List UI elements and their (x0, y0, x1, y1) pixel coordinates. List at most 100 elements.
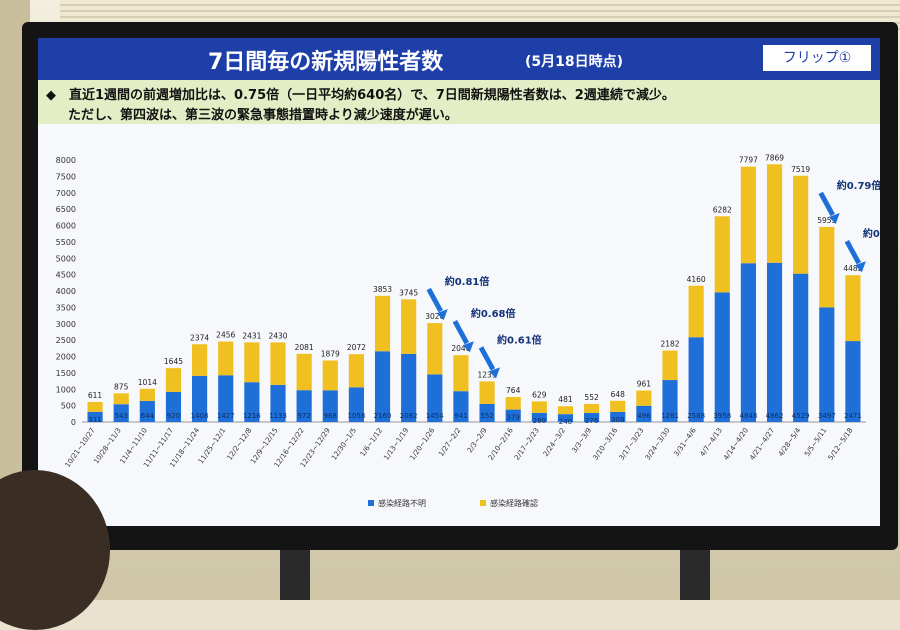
bar-confirmed-route (192, 344, 208, 376)
bar-unknown-route (636, 405, 652, 422)
y-tick-label: 7500 (56, 172, 76, 181)
y-tick-label: 5000 (56, 254, 76, 263)
bar-inner-label: 3958 (713, 412, 731, 420)
bar-unknown-route (165, 391, 182, 422)
y-tick-label: 4500 (56, 271, 76, 280)
x-tick-label: 2/10~2/16 (487, 426, 515, 462)
bar-confirmed-route (610, 400, 626, 412)
monitor-stand-right (680, 550, 710, 600)
bar-inner-label: 240 (559, 418, 572, 426)
y-tick-label: 1500 (56, 369, 76, 378)
ratio-annotation: 約0.75倍 (863, 227, 880, 240)
y-tick-label: 3000 (56, 320, 76, 329)
bar-unknown-route (714, 292, 730, 422)
bar-confirmed-route (845, 275, 861, 342)
bar-unknown-route (374, 351, 391, 422)
x-tick-label: 2/17~2/23 (513, 427, 541, 462)
bar-inner-label: 280 (533, 417, 546, 425)
summary-line-2: ただし、第四波は、第三波の緊急事態措置時より減少速度が遅い。 (68, 108, 458, 123)
bar-confirmed-route (296, 353, 312, 391)
bar-total-label: 961 (637, 380, 652, 389)
bar-chart: 0 500 1000 1500 2000 2500 3000 3500 4000 4500 5000… (56, 153, 880, 508)
bar-unknown-route (218, 375, 234, 422)
bar-confirmed-route (165, 368, 182, 392)
bar-total-label: 481 (558, 395, 573, 404)
bar-total-label: 5955 (817, 216, 836, 225)
bar-unknown-route (244, 382, 260, 422)
bar-confirmed-route (244, 342, 260, 383)
ratio-annotation: 約0.79倍 (837, 179, 880, 192)
bar-total-label: 2456 (216, 331, 235, 340)
bar-confirmed-route (793, 175, 809, 274)
bar-inner-label: 2160 (374, 412, 392, 420)
y-tick-label: 3500 (56, 303, 76, 312)
y-tick-label: 6500 (56, 205, 76, 214)
slide-screen: 7日間毎の新規陽性者数 (5月18日時点) フリップ① ◆ 直近1週間の前週増加… (38, 38, 880, 526)
bar-total-label: 2081 (295, 343, 314, 352)
bar-unknown-route (453, 391, 469, 422)
y-tick-label: 2500 (56, 336, 76, 345)
bar-unknown-route (113, 404, 129, 422)
bar-total-label: 3020 (425, 312, 444, 321)
bar-confirmed-route (766, 164, 783, 263)
bar-confirmed-route (322, 360, 338, 391)
bar-total-label: 7869 (765, 153, 784, 162)
bar-unknown-route (479, 403, 495, 422)
bar-inner-label: 2471 (844, 412, 862, 420)
bar-inner-label: 1427 (217, 412, 235, 420)
bar-unknown-route (793, 273, 809, 422)
bar-inner-label: 941 (454, 412, 467, 420)
bar-total-label: 1239 (478, 370, 497, 379)
bar-total-label: 629 (532, 390, 547, 399)
bar-unknown-route (139, 400, 155, 422)
x-tick-label: 2/3~2/9 (466, 427, 489, 455)
legend-label-unknown: 感染経路不明 (378, 498, 426, 508)
bar-confirmed-route (218, 341, 234, 376)
bar-inner-label: 920 (167, 412, 180, 420)
bar-inner-label: 1216 (243, 412, 261, 420)
decrease-arrow (478, 346, 496, 371)
legend-swatch-unknown (368, 500, 374, 506)
bar-inner-label: 4529 (792, 412, 810, 420)
bar-inner-label: 4848 (739, 412, 757, 420)
bar-confirmed-route (557, 406, 574, 415)
bar-total-label: 7519 (791, 165, 810, 174)
legend-label-confirmed: 感染経路確認 (490, 498, 538, 508)
bar-inner-label: 276 (585, 417, 599, 425)
bar-unknown-route (87, 411, 103, 422)
title-bar: 7日間毎の新規陽性者数 (5月18日時点) フリップ① (38, 38, 880, 80)
bar-total-label: 2431 (242, 331, 261, 340)
bar-total-label: 3853 (373, 285, 392, 294)
bar-inner-label: 4862 (766, 412, 784, 420)
x-tick-label: 3/31~4/6 (672, 426, 698, 458)
y-tick-label: 6000 (56, 222, 76, 231)
y-tick-label: 8000 (56, 156, 76, 165)
x-tick-label: 2/24~3/2 (542, 427, 567, 459)
bar-total-label: 764 (506, 386, 521, 395)
bar-total-label: 875 (114, 382, 129, 391)
bar-inner-label: 308 (611, 416, 624, 424)
bar-unknown-route (610, 411, 626, 422)
x-tick-label: 12/30~1/5 (330, 427, 358, 462)
bar-total-label: 2182 (660, 340, 679, 349)
x-tick-label: 4/14~4/20 (722, 427, 750, 462)
bar-confirmed-route (584, 403, 600, 413)
decrease-arrow (818, 191, 835, 217)
bar-confirmed-route (139, 388, 155, 401)
bar-total-label: 1879 (321, 349, 340, 358)
x-tick-label: 5/12~5/18 (827, 427, 855, 462)
bar-unknown-route (192, 375, 208, 422)
decrease-arrow (452, 319, 470, 345)
y-tick-label: 2000 (56, 353, 76, 362)
decrease-arrow-head (462, 341, 474, 353)
bar-unknown-route (557, 414, 574, 422)
legend-swatch-confirmed (480, 500, 486, 506)
bar-total-label: 4482 (843, 264, 862, 273)
bar-unknown-route (740, 263, 756, 422)
x-tick-label: 1/27~2/2 (437, 427, 462, 459)
bar-total-label: 648 (611, 390, 626, 399)
bar-unknown-route (766, 262, 783, 422)
bar-unknown-route (427, 374, 443, 422)
bar-total-label: 552 (584, 393, 599, 402)
bar-unknown-route (845, 341, 861, 422)
